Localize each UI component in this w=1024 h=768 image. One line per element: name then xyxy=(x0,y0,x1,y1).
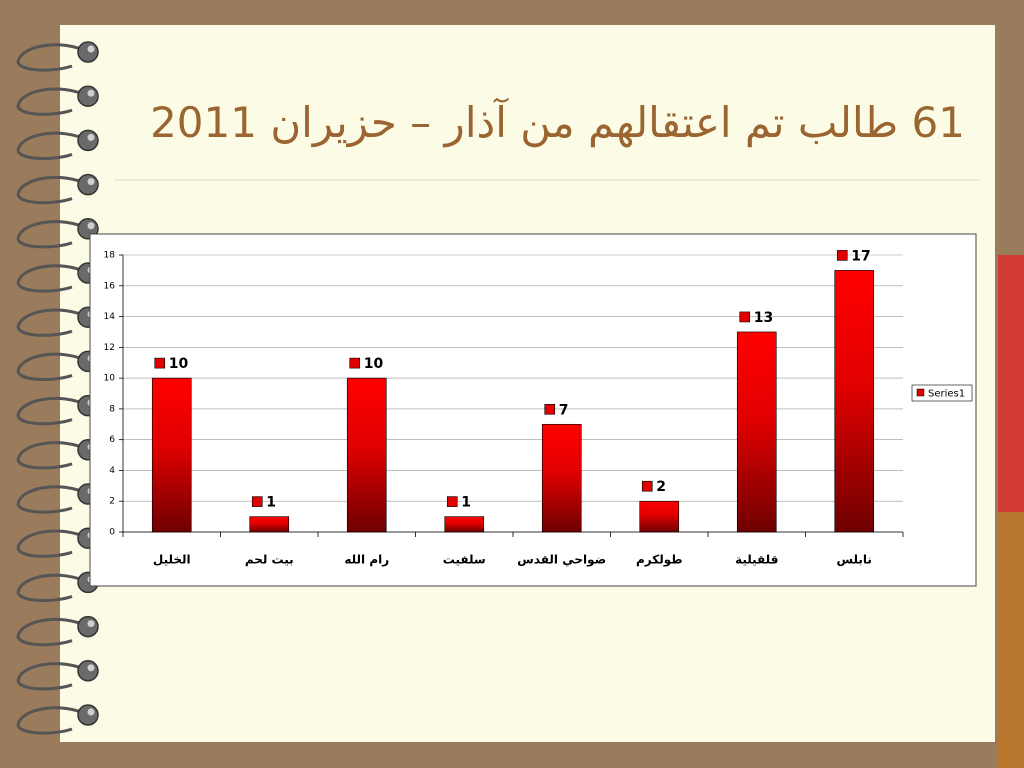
data-label-key xyxy=(641,480,653,492)
accent-orange xyxy=(998,512,1024,768)
y-tick-label: 6 xyxy=(109,435,115,445)
x-tick-label: سلفيت xyxy=(443,553,486,567)
data-label-key xyxy=(836,250,848,261)
ring-shine xyxy=(87,133,95,141)
ring-wire xyxy=(16,396,89,426)
y-tick-label: 0 xyxy=(109,528,115,538)
ring-wire xyxy=(16,662,89,691)
bar xyxy=(151,377,192,533)
accent-red xyxy=(998,255,1024,512)
ring-shine xyxy=(87,45,95,53)
data-label-key xyxy=(544,403,556,415)
x-tick-label: رام الله xyxy=(344,553,389,568)
ring-wire xyxy=(16,485,89,514)
data-label-key xyxy=(154,357,166,369)
x-tick-label: طولكرم xyxy=(636,553,683,568)
data-label: 1 xyxy=(461,495,471,511)
ring-shine xyxy=(87,620,95,628)
ring-wire xyxy=(16,441,89,470)
ring-shine xyxy=(87,708,95,716)
y-tick-label: 14 xyxy=(104,312,116,322)
data-label-key xyxy=(739,311,751,323)
ring-wire xyxy=(16,175,89,205)
legend-box xyxy=(911,384,973,402)
x-tick-label: ضواحي القدس xyxy=(517,553,606,568)
y-tick-label: 16 xyxy=(104,281,116,291)
ring-wire xyxy=(16,573,89,602)
ring-wire xyxy=(16,308,89,337)
data-label: 10 xyxy=(169,356,189,372)
ring-wire xyxy=(16,131,89,160)
bar xyxy=(541,423,582,533)
bar xyxy=(834,270,875,533)
ring-wire xyxy=(16,220,89,249)
chart-area xyxy=(89,233,977,587)
ring-wire xyxy=(16,264,89,293)
bar xyxy=(639,500,680,533)
bar xyxy=(444,516,485,533)
bar xyxy=(346,377,387,533)
ring-shine xyxy=(87,222,95,230)
data-label: 1 xyxy=(266,495,276,511)
x-tick-label: الخليل xyxy=(153,553,191,567)
x-tick-label: بيت لحم xyxy=(245,553,294,567)
data-label-key xyxy=(349,357,361,369)
ring-wire xyxy=(16,43,89,72)
x-tick-label: نابلس xyxy=(837,553,872,567)
ring-wire xyxy=(16,87,89,116)
x-tick-label: قلقيلية xyxy=(735,553,778,567)
bar xyxy=(249,516,290,533)
data-label: 10 xyxy=(364,356,384,372)
bar xyxy=(736,331,777,533)
ring-shine xyxy=(87,89,95,97)
ring-wire xyxy=(16,352,89,381)
ring-wire xyxy=(16,529,89,558)
y-tick-label: 12 xyxy=(104,343,115,353)
legend-label: Series1 xyxy=(928,389,965,400)
ring-shine xyxy=(87,178,95,186)
ring-shine xyxy=(87,664,95,672)
y-tick-label: 4 xyxy=(109,466,115,476)
data-label-key xyxy=(251,496,263,507)
legend-key xyxy=(916,388,925,397)
y-tick-label: 8 xyxy=(109,404,115,414)
data-label: 2 xyxy=(656,479,666,495)
y-tick-label: 10 xyxy=(104,374,116,384)
data-label: 17 xyxy=(851,248,870,264)
y-tick-label: 18 xyxy=(104,251,116,261)
data-label: 7 xyxy=(559,402,569,418)
ring-wire xyxy=(16,617,89,647)
slide-title: 61 طالب تم اعتقالهم من آذار – حزيران 201… xyxy=(150,98,965,147)
data-label-key xyxy=(446,496,458,507)
y-tick-label: 2 xyxy=(109,497,115,507)
data-label: 13 xyxy=(754,310,773,326)
spiral xyxy=(16,41,99,735)
ring-wire xyxy=(16,706,89,735)
